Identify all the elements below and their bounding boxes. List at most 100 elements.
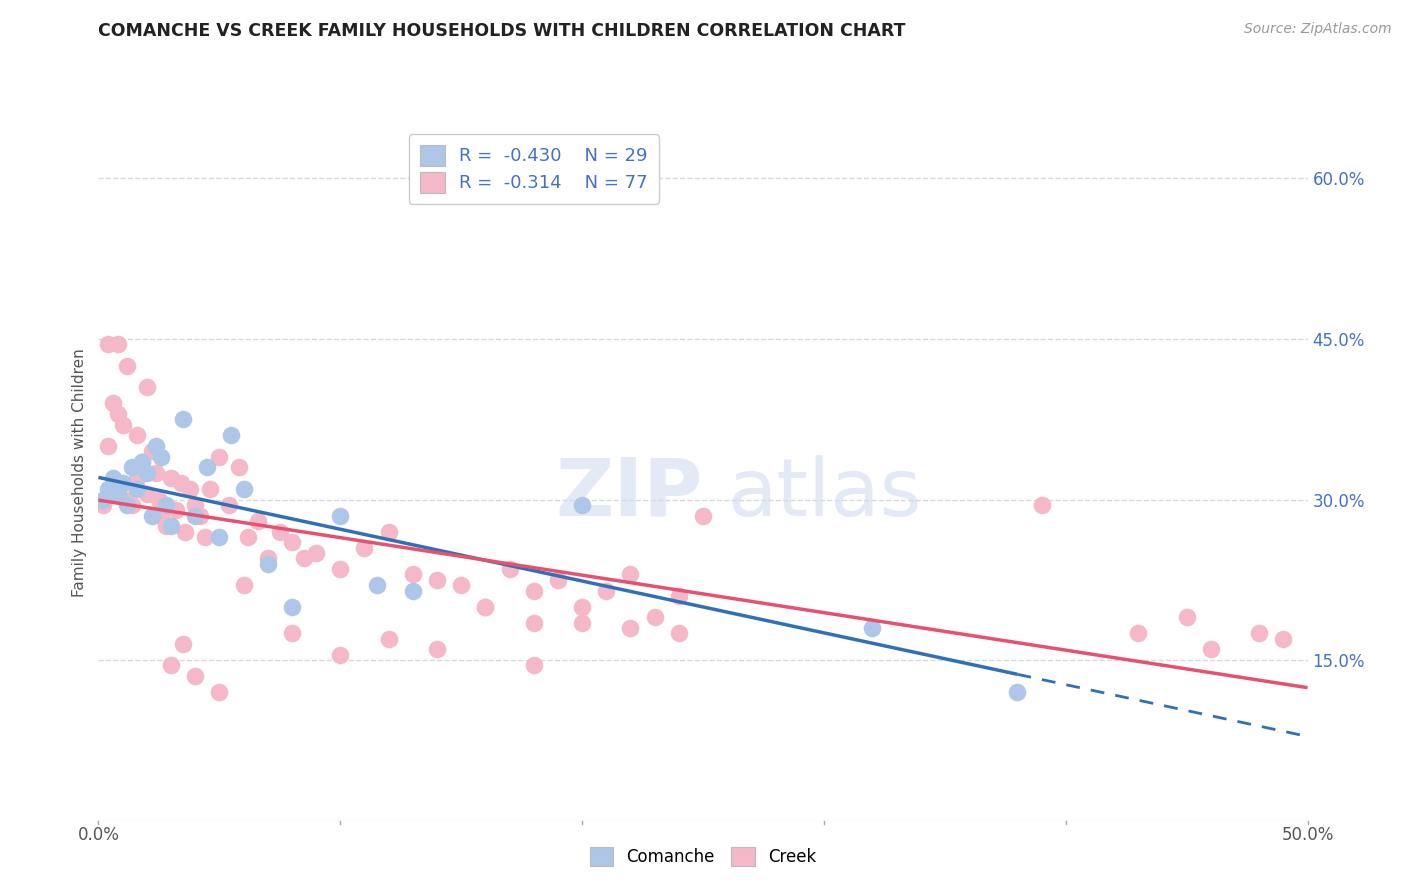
Legend: R =  -0.430    N = 29, R =  -0.314    N = 77: R = -0.430 N = 29, R = -0.314 N = 77 [409,134,659,203]
Point [1031,498,1053,512]
Point [329,508,352,523]
Text: ZIP: ZIP [555,455,703,533]
Point [117,359,139,373]
Point [165,503,187,517]
Point [644,610,666,624]
Point [179,482,201,496]
Legend: Comanche, Creek: Comanche, Creek [581,838,825,875]
Point [474,599,496,614]
Point [692,508,714,523]
Point [571,599,593,614]
Point [150,450,173,464]
Point [174,524,197,539]
Point [135,380,157,394]
Point [377,632,399,646]
Point [377,524,399,539]
Point [281,599,304,614]
Point [668,626,690,640]
Point [195,460,218,475]
Point [221,428,243,442]
Point [121,460,143,475]
Point [155,519,177,533]
Point [329,648,352,662]
Point [135,487,157,501]
Point [160,519,183,533]
Point [208,530,231,544]
Y-axis label: Family Households with Children: Family Households with Children [72,349,87,597]
Point [450,578,472,592]
Point [1128,626,1150,640]
Point [218,498,240,512]
Point [141,444,163,458]
Point [135,466,157,480]
Point [155,498,177,512]
Point [145,466,167,480]
Point [91,498,114,512]
Point [208,450,231,464]
Point [101,471,124,485]
Point [256,551,278,566]
Point [474,599,496,614]
Point [523,583,546,598]
Point [160,471,183,485]
Point [127,471,149,485]
Point [292,551,315,566]
Point [127,428,149,442]
Point [668,589,690,603]
Point [281,626,304,640]
Point [498,562,520,576]
Point [127,482,149,496]
Point [121,498,143,512]
Point [281,535,304,549]
Point [160,658,183,673]
Point [184,669,207,683]
Point [523,658,546,673]
Point [595,583,617,598]
Point [366,578,388,592]
Point [145,439,167,453]
Point [238,530,260,544]
Point [150,508,173,523]
Point [117,492,139,507]
Point [256,557,278,571]
Point [184,508,207,523]
Point [547,573,569,587]
Point [1249,626,1271,640]
Point [402,583,425,598]
Point [101,396,124,410]
Point [1175,610,1198,624]
Point [305,546,328,560]
Point [148,492,170,507]
Point [172,412,194,426]
Point [97,482,120,496]
Point [571,498,593,512]
Point [169,476,191,491]
Point [329,562,352,576]
Point [184,498,207,512]
Point [247,514,270,528]
Point [571,615,593,630]
Point [232,482,254,496]
Point [1272,632,1295,646]
Text: Source: ZipAtlas.com: Source: ZipAtlas.com [1244,22,1392,37]
Point [1007,685,1029,699]
Point [228,460,250,475]
Point [141,508,163,523]
Point [100,482,122,496]
Point [860,621,883,635]
Point [117,498,139,512]
Point [1199,642,1222,657]
Point [619,567,641,582]
Point [619,621,641,635]
Point [131,455,153,469]
Point [353,541,375,555]
Point [172,637,194,651]
Point [97,337,120,351]
Point [523,615,546,630]
Text: atlas: atlas [727,455,921,533]
Point [208,685,231,699]
Point [111,417,134,432]
Point [107,407,129,421]
Text: COMANCHE VS CREEK FAMILY HOUSEHOLDS WITH CHILDREN CORRELATION CHART: COMANCHE VS CREEK FAMILY HOUSEHOLDS WITH… [98,22,905,40]
Point [131,455,153,469]
